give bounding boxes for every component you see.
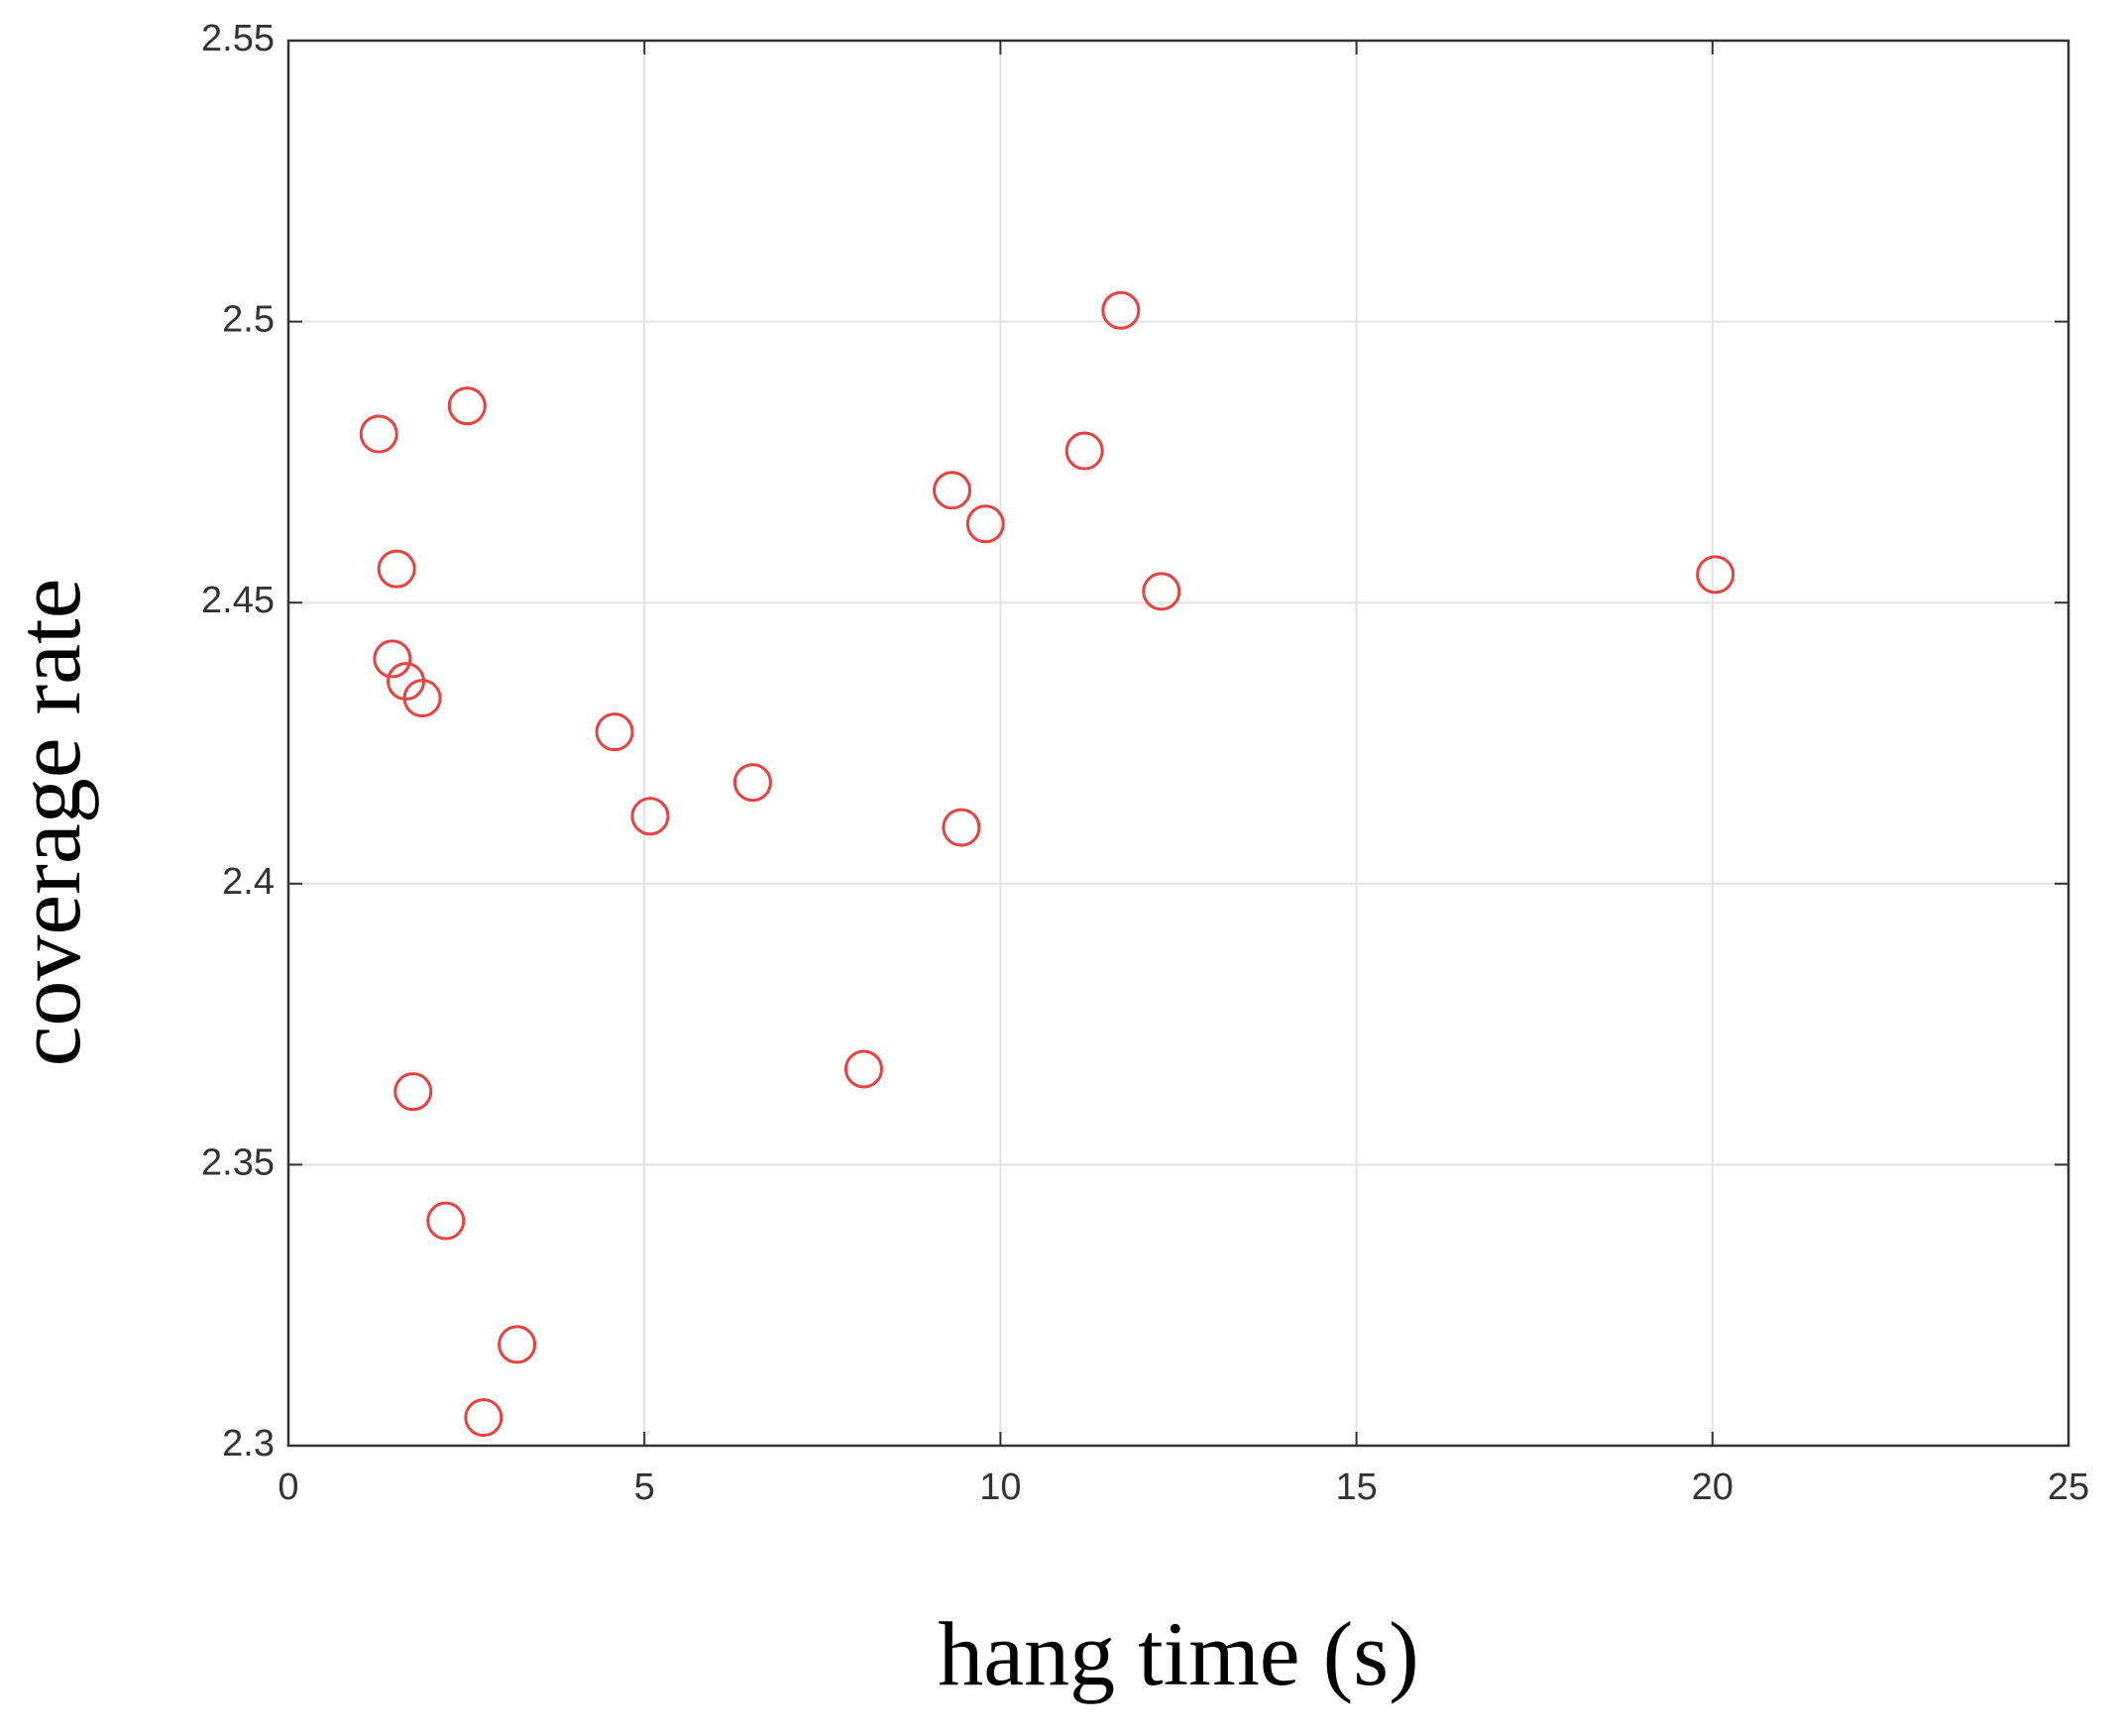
point bbox=[843, 1049, 883, 1089]
point bbox=[965, 504, 1005, 544]
point bbox=[1064, 431, 1104, 471]
point bbox=[732, 763, 772, 803]
point bbox=[393, 1072, 433, 1112]
y-tick-label: 2.35 bbox=[201, 1141, 275, 1183]
y-tick-label: 2.55 bbox=[201, 18, 275, 59]
y-tick-label: 2.5 bbox=[222, 299, 275, 341]
y-axis-label: coverage rate bbox=[0, 579, 99, 1067]
x-tick-label: 15 bbox=[1335, 1466, 1377, 1508]
x-tick-label: 10 bbox=[979, 1466, 1021, 1508]
point bbox=[447, 386, 487, 426]
point bbox=[373, 639, 412, 679]
y-tick-label: 2.45 bbox=[201, 580, 275, 621]
point bbox=[595, 712, 634, 752]
point bbox=[464, 1398, 503, 1438]
point bbox=[426, 1201, 466, 1241]
x-tick-label: 20 bbox=[1692, 1466, 1733, 1508]
point bbox=[498, 1325, 537, 1364]
x-tick-label: 5 bbox=[634, 1466, 655, 1508]
point bbox=[630, 797, 670, 836]
y-tick-label: 2.4 bbox=[222, 861, 275, 903]
point bbox=[402, 679, 442, 718]
point bbox=[942, 808, 981, 847]
point bbox=[359, 414, 398, 454]
x-axis-label: hang time (s) bbox=[938, 1603, 1418, 1704]
point bbox=[1101, 290, 1141, 330]
point bbox=[933, 471, 972, 510]
plot-frame bbox=[286, 39, 2070, 1448]
point bbox=[377, 549, 416, 589]
point bbox=[1696, 555, 1735, 595]
y-tick-label: 2.3 bbox=[222, 1423, 275, 1465]
x-tick-label: 25 bbox=[2048, 1466, 2089, 1508]
x-tick-label: 0 bbox=[278, 1466, 298, 1508]
point bbox=[1142, 572, 1181, 611]
